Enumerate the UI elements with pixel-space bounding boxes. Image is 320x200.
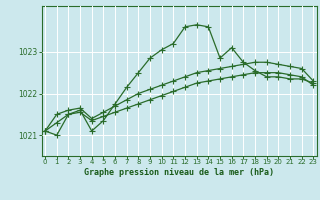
X-axis label: Graphe pression niveau de la mer (hPa): Graphe pression niveau de la mer (hPa) [84, 168, 274, 177]
